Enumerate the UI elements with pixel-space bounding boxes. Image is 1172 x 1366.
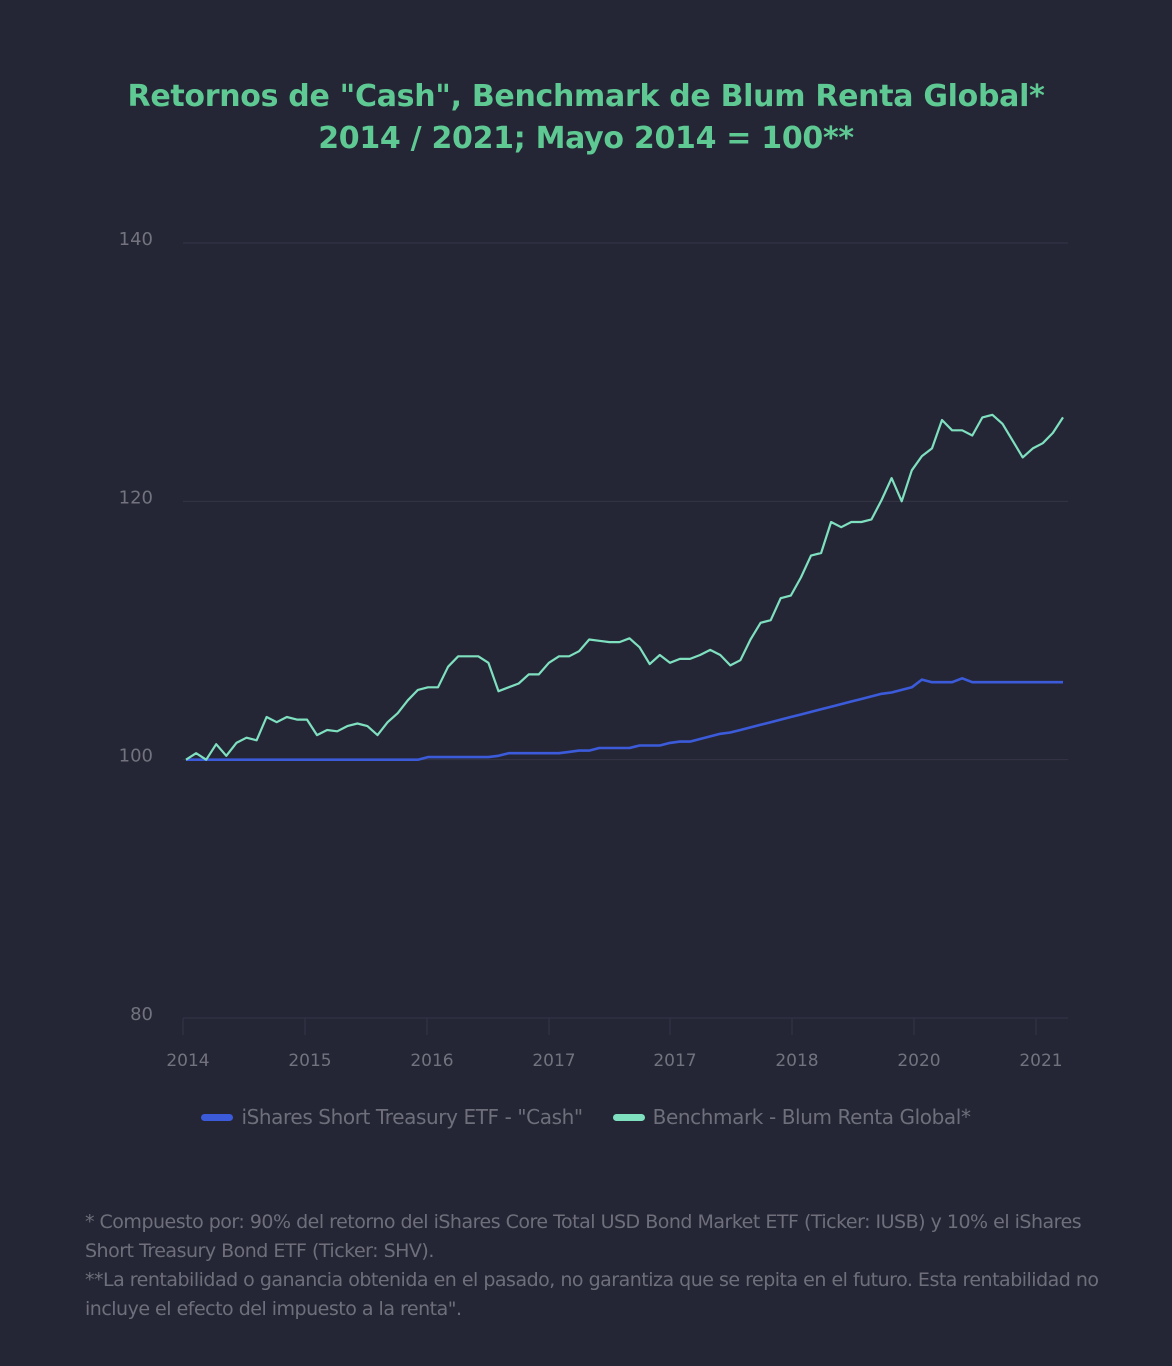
legend-item-cash[interactable]: iShares Short Treasury ETF - "Cash" [201, 1105, 583, 1129]
chart-title-line-1: Retornos de "Cash", Benchmark de Blum Re… [127, 79, 1045, 114]
y-tick-label: 80 [130, 1004, 153, 1025]
x-tick-label: 2020 [897, 1051, 940, 1071]
chart-title: Retornos de "Cash", Benchmark de Blum Re… [0, 76, 1172, 160]
footnote: * Compuesto por: 90% del retorno del iSh… [85, 1208, 1105, 1324]
series-line-cash [186, 676, 1063, 762]
y-tick-label: 120 [119, 487, 153, 508]
x-tick-label: 2021 [1019, 1051, 1062, 1071]
x-axis: 2014 2015 2016 2017 2017 2018 2020 2021 [166, 1018, 1063, 1071]
legend-label-cash: iShares Short Treasury ETF - "Cash" [241, 1105, 583, 1129]
x-tick-label: 2017 [532, 1051, 575, 1071]
y-tick-label: 100 [119, 746, 153, 767]
gridlines [183, 242, 1068, 1019]
series-line-benchmark [185, 413, 1064, 761]
y-axis: 80 100 120 140 [119, 229, 153, 1025]
legend: iShares Short Treasury ETF - "Cash" Benc… [0, 1105, 1172, 1129]
footnote-disclaimer: **La rentabilidad o ganancia obtenida en… [85, 1269, 1099, 1320]
legend-swatch-cash [201, 1113, 234, 1121]
footnote-composition: * Compuesto por: 90% del retorno del iSh… [85, 1211, 1082, 1262]
x-tick-label: 2014 [166, 1051, 209, 1071]
legend-label-benchmark: Benchmark - Blum Renta Global* [652, 1105, 971, 1129]
x-tick-label: 2018 [775, 1051, 818, 1071]
series [185, 413, 1064, 762]
legend-item-benchmark[interactable]: Benchmark - Blum Renta Global* [612, 1105, 971, 1129]
legend-swatch-benchmark [612, 1113, 645, 1121]
x-tick-label: 2017 [653, 1051, 696, 1071]
chart-title-line-2: 2014 / 2021; Mayo 2014 = 100** [318, 121, 854, 156]
y-tick-label: 140 [119, 229, 153, 250]
x-tick-label: 2015 [288, 1051, 331, 1071]
x-tick-label: 2016 [410, 1051, 453, 1071]
